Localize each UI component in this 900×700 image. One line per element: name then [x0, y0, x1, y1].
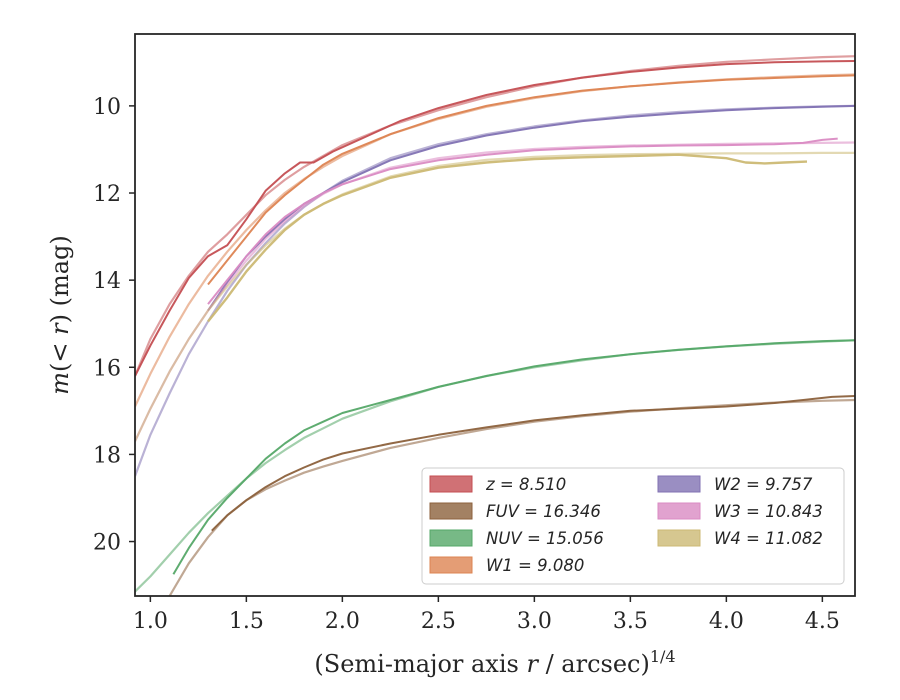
y-tick-label: 16	[93, 356, 121, 381]
series-data-line-3	[207, 74, 855, 286]
y-axis-title: m(< r) (mag)	[46, 235, 74, 395]
legend-swatch-2	[429, 529, 473, 547]
legend-swatch-4	[657, 475, 701, 493]
series-data-line-5	[207, 137, 838, 305]
legend-label-2: NUV = 15.056	[486, 529, 604, 548]
ticks-layer: 1.0 1.5 2.0 2.5 3.0 3.5 4.0 4.5 10 12 14 16 18 20	[93, 95, 840, 634]
plot-frame	[134, 33, 856, 597]
y-tick-label: 14	[93, 269, 121, 294]
series-data-line-0	[135, 60, 855, 377]
y-tick-label: 10	[93, 95, 121, 120]
legend-swatch-6	[657, 529, 701, 547]
series-layer	[135, 55, 855, 596]
legend: z = 8.510 FUV = 16.346 NUV = 15.056 W1 = 9.…	[421, 467, 845, 585]
legend-label-0: z = 8.510	[485, 475, 566, 494]
y-tick-label: 20	[93, 531, 121, 556]
legend-label-6: W4 = 11.082	[714, 529, 823, 548]
x-tick-label: 4.0	[709, 609, 744, 634]
series-data-line-6	[207, 153, 808, 323]
x-tick-label: 2.0	[325, 609, 360, 634]
x-tick-label: 2.5	[421, 609, 456, 634]
legend-label-4: W2 = 9.757	[714, 475, 813, 494]
x-tick-label: 3.5	[613, 609, 648, 634]
y-tick-label: 18	[93, 443, 121, 468]
legend-swatch-1	[429, 502, 473, 520]
x-axis-title: (Semi-major axis r / arcsec)1/4	[314, 647, 675, 678]
legend-swatch-3	[429, 556, 473, 574]
legend-label-5: W3 = 10.843	[714, 502, 823, 521]
x-tick-label: 3.0	[517, 609, 552, 634]
series-model-line-4	[135, 104, 855, 477]
x-tick-label: 1.5	[229, 609, 264, 634]
series-data-line-1	[211, 395, 855, 532]
legend-frame	[421, 467, 845, 585]
x-tick-label: 1.0	[133, 609, 168, 634]
series-data-line-2	[172, 339, 855, 575]
x-tick-label: 4.5	[805, 609, 840, 634]
legend-label-3: W1 = 9.080	[486, 556, 584, 575]
legend-label-1: FUV = 16.346	[486, 502, 601, 521]
legend-swatch-5	[657, 502, 701, 520]
series-data-line-4	[207, 104, 855, 312]
y-tick-label: 12	[93, 182, 121, 207]
legend-swatch-0	[429, 475, 473, 493]
series-model-line-0	[135, 55, 855, 377]
